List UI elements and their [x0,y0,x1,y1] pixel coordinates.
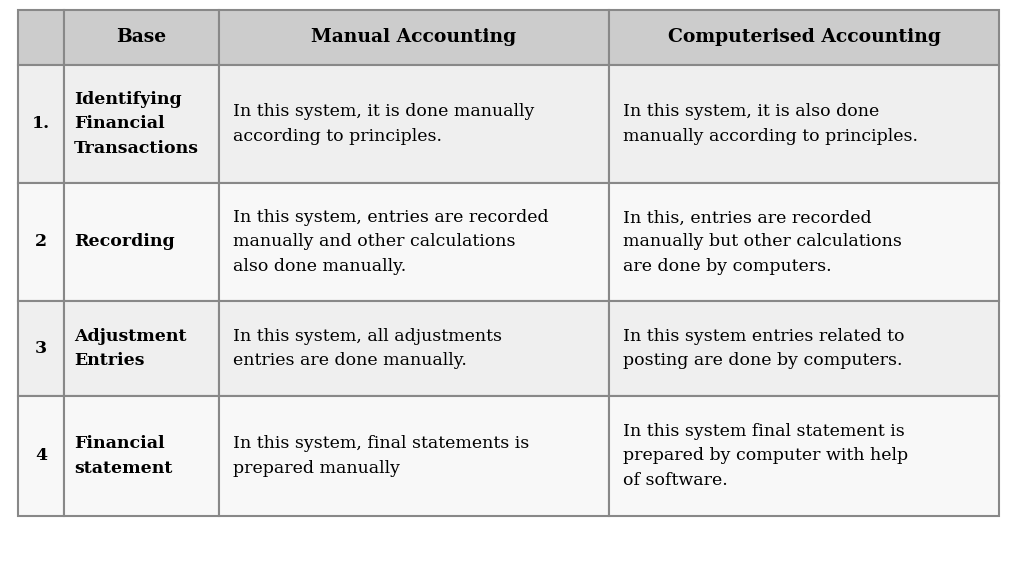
Bar [219,65,609,183]
Bar [219,396,609,516]
Bar [18,183,63,301]
Bar [219,301,609,396]
Text: In this system, entries are recorded
manually and other calculations
also done m: In this system, entries are recorded man… [233,210,549,275]
Bar [63,10,219,65]
Bar [609,65,999,183]
Bar [609,396,999,516]
Text: In this, entries are recorded
manually but other calculations
are done by comput: In this, entries are recorded manually b… [623,210,902,275]
Text: 1.: 1. [32,116,50,133]
Text: In this system, it is done manually
according to principles.: In this system, it is done manually acco… [233,103,535,144]
Bar [63,65,219,183]
Text: Manual Accounting: Manual Accounting [311,29,517,47]
Text: Adjustment
Entries: Adjustment Entries [74,328,186,369]
Bar [18,10,63,65]
Bar [63,183,219,301]
Text: Identifying
Financial
Transactions: Identifying Financial Transactions [74,92,199,157]
Text: 4: 4 [35,447,47,465]
Text: Base: Base [117,29,167,47]
Text: In this system, it is also done
manually according to principles.: In this system, it is also done manually… [623,103,918,144]
Bar [609,301,999,396]
Text: Computerised Accounting: Computerised Accounting [668,29,940,47]
Text: Recording: Recording [74,233,175,251]
Text: Financial
statement: Financial statement [74,436,172,477]
Text: 3: 3 [35,340,47,357]
Bar [219,183,609,301]
Bar [18,301,63,396]
Bar [18,65,63,183]
Bar [609,183,999,301]
Text: In this system, final statements is
prepared manually: In this system, final statements is prep… [233,436,529,477]
Bar [219,10,609,65]
Bar [63,301,219,396]
Text: In this system final statement is
prepared by computer with help
of software.: In this system final statement is prepar… [623,423,908,488]
Bar [609,10,999,65]
Bar [18,396,63,516]
Text: In this system, all adjustments
entries are done manually.: In this system, all adjustments entries … [233,328,502,369]
Text: 2: 2 [35,233,47,251]
Bar [63,396,219,516]
Text: In this system entries related to
posting are done by computers.: In this system entries related to postin… [623,328,904,369]
